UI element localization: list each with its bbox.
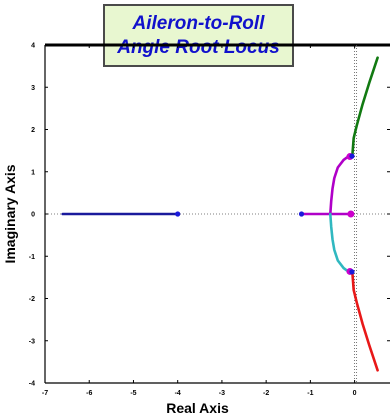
x-tick-label: -5	[130, 390, 136, 397]
pole-marker-2	[349, 153, 355, 159]
y-tick-label: 0	[31, 212, 35, 219]
y-tick-label: -3	[29, 338, 35, 345]
y-tick-label: -2	[29, 296, 35, 303]
locus-branch-4	[351, 56, 379, 157]
y-axis-label: Imaginary Axis	[2, 164, 18, 263]
x-axis-label: Real Axis	[166, 400, 229, 416]
chart-title-line2: Angle Root Locus	[117, 36, 280, 58]
y-tick-label: 4	[31, 43, 35, 50]
pole-marker-3	[349, 269, 355, 275]
chart-title: Aileron-to-Roll Angle Root Locus	[103, 4, 294, 67]
chart-title-line1: Aileron-to-Roll	[132, 12, 265, 34]
y-tick-label: 2	[31, 127, 35, 134]
locus-branch-3	[329, 212, 354, 274]
x-tick-label: -3	[219, 390, 225, 397]
x-tick-label: -4	[175, 390, 181, 397]
x-tick-label: -2	[263, 390, 269, 397]
y-tick-label: -1	[29, 254, 35, 261]
y-tick-label: 1	[31, 169, 35, 176]
y-tick-label: -4	[29, 381, 35, 388]
x-tick-label: -6	[86, 390, 92, 397]
locus-branch-5	[351, 271, 379, 372]
zero-marker-2	[347, 210, 355, 218]
pole-marker-1	[298, 211, 305, 217]
locus-branch-2	[329, 154, 354, 216]
x-tick-label: -1	[307, 390, 313, 397]
x-tick-label: -7	[42, 390, 48, 397]
y-tick-label: 3	[31, 85, 35, 92]
pole-marker-0	[175, 211, 181, 217]
x-tick-label: 0	[353, 390, 357, 397]
